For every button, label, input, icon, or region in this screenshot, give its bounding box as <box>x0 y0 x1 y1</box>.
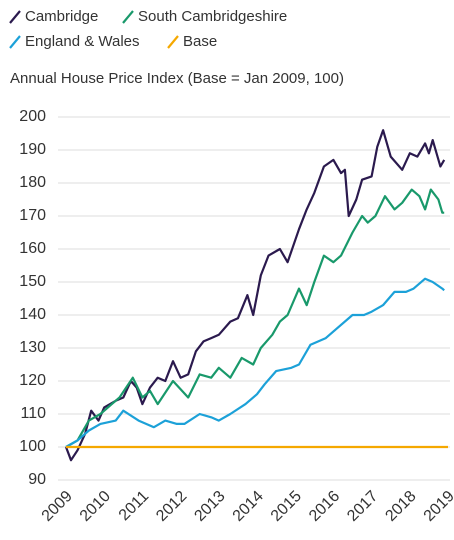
x-tick-label: 2014 <box>230 488 267 525</box>
legend-label: England & Wales <box>25 33 140 50</box>
legend-icon <box>9 10 21 24</box>
y-tick-label: 110 <box>20 405 46 422</box>
y-tick-label: 200 <box>19 108 46 125</box>
legend-icon <box>167 35 179 49</box>
y-tick-label: 170 <box>19 207 46 224</box>
chart-title: Annual House Price Index (Base = Jan 200… <box>10 70 344 87</box>
y-tick-label: 180 <box>19 174 46 191</box>
x-tick-label: 2009 <box>39 488 76 525</box>
x-tick-label: 2010 <box>77 488 114 525</box>
y-tick-label: 90 <box>28 471 46 488</box>
x-tick-label: 2018 <box>382 488 419 525</box>
series-line <box>64 129 446 462</box>
x-tick-label: 2013 <box>191 488 228 525</box>
x-tick-label: 2016 <box>306 488 343 525</box>
y-tick-label: 150 <box>19 273 46 290</box>
y-tick-label: 190 <box>19 141 46 158</box>
y-tick-label: 160 <box>19 240 46 257</box>
legend-label: Cambridge <box>25 8 98 25</box>
y-tick-label: 100 <box>19 438 46 455</box>
x-tick-label: 2019 <box>421 488 454 525</box>
x-tick-label: 2012 <box>153 488 190 525</box>
y-tick-label: 140 <box>19 306 46 323</box>
y-tick-label: 120 <box>19 372 46 389</box>
x-tick-label: 2017 <box>344 488 381 525</box>
legend-label: South Cambridgeshire <box>138 8 287 25</box>
x-tick-label: 2015 <box>268 488 305 525</box>
legend-label: Base <box>183 33 217 50</box>
series-line <box>65 188 445 448</box>
legend-icon <box>122 10 134 24</box>
y-tick-label: 130 <box>19 339 46 356</box>
legend-icon <box>9 35 21 49</box>
series-line <box>65 277 445 448</box>
x-tick-label: 2011 <box>116 488 152 524</box>
